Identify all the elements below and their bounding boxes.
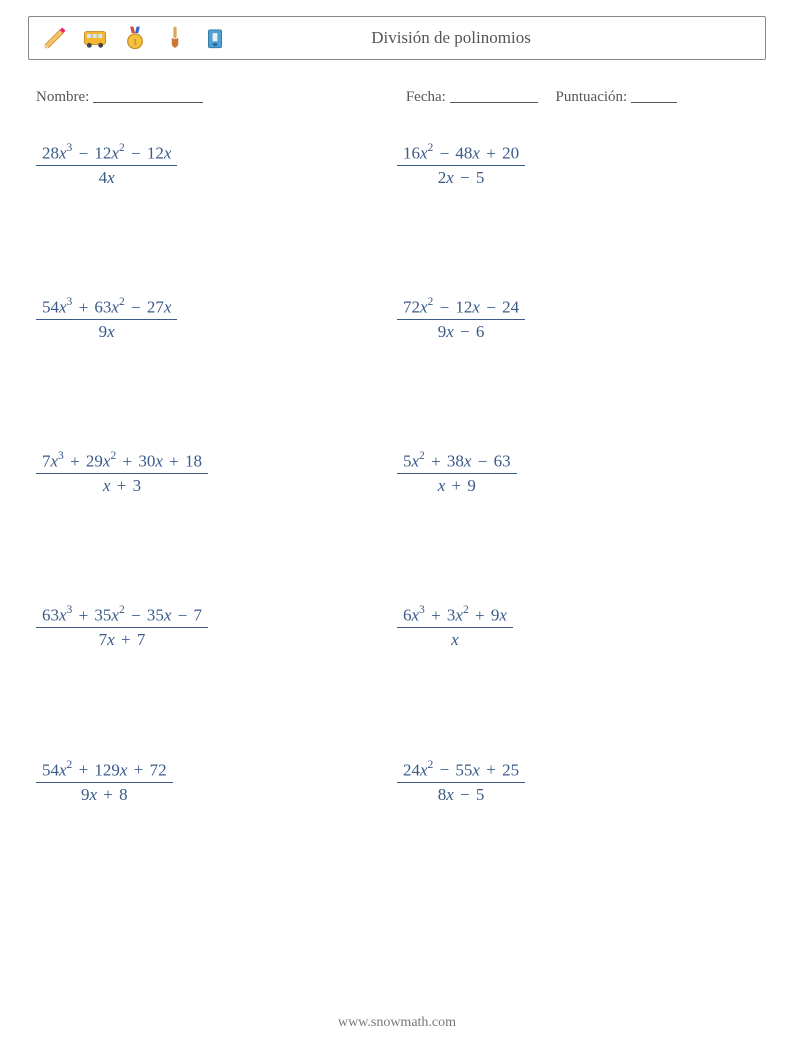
denominator: 7x + 7 bbox=[36, 627, 208, 650]
fraction: 28x3 − 12x2 − 12x4x bbox=[36, 142, 177, 188]
problem-row: 7x3 + 29x2 + 30x + 18x + 3 5x2 + 38x − 63… bbox=[36, 450, 758, 496]
numerator: 54x3 + 63x2 − 27x bbox=[36, 296, 177, 319]
denominator: x bbox=[397, 627, 513, 650]
problem-cell: 6x3 + 3x2 + 9xx bbox=[397, 604, 758, 650]
date-label: Fecha: bbox=[406, 89, 446, 105]
denominator: 9x + 8 bbox=[36, 782, 173, 805]
problem-cell: 28x3 − 12x2 − 12x4x bbox=[36, 142, 397, 188]
problem-cell: 5x2 + 38x − 63x + 9 bbox=[397, 450, 758, 496]
numerator: 16x2 − 48x + 20 bbox=[397, 142, 525, 165]
numerator: 6x3 + 3x2 + 9x bbox=[397, 604, 513, 627]
paintbrush-icon bbox=[161, 24, 189, 52]
fraction: 7x3 + 29x2 + 30x + 18x + 3 bbox=[36, 450, 208, 496]
footer-url: www.snowmath.com bbox=[0, 1015, 794, 1031]
problem-cell: 16x2 − 48x + 202x − 5 bbox=[397, 142, 758, 188]
name-label: Nombre: bbox=[36, 89, 89, 105]
numerator: 54x2 + 129x + 72 bbox=[36, 759, 173, 782]
fraction: 54x2 + 129x + 729x + 8 bbox=[36, 759, 173, 805]
score-label: Puntuación: bbox=[556, 89, 628, 105]
svg-text:1: 1 bbox=[133, 38, 137, 47]
problem-cell: 24x2 − 55x + 258x − 5 bbox=[397, 759, 758, 805]
denominator: 9x bbox=[36, 319, 177, 342]
denominator: 4x bbox=[36, 165, 177, 188]
date-blank[interactable] bbox=[450, 88, 538, 103]
problem-row: 54x3 + 63x2 − 27x9x 72x2 − 12x − 249x − 6 bbox=[36, 296, 758, 342]
worksheet-header: 1 División de polinomios bbox=[28, 16, 766, 60]
pencil-icon bbox=[41, 24, 69, 52]
denominator: 2x − 5 bbox=[397, 165, 525, 188]
problem-cell: 7x3 + 29x2 + 30x + 18x + 3 bbox=[36, 450, 397, 496]
fraction: 24x2 − 55x + 258x − 5 bbox=[397, 759, 525, 805]
worksheet-title: División de polinomios bbox=[229, 28, 753, 48]
bus-icon bbox=[81, 24, 109, 52]
problem-cell: 72x2 − 12x − 249x − 6 bbox=[397, 296, 758, 342]
header-icons: 1 bbox=[41, 24, 229, 52]
numerator: 63x3 + 35x2 − 35x − 7 bbox=[36, 604, 208, 627]
problem-row: 54x2 + 129x + 729x + 8 24x2 − 55x + 258x … bbox=[36, 759, 758, 805]
fraction: 6x3 + 3x2 + 9xx bbox=[397, 604, 513, 650]
denominator: 9x − 6 bbox=[397, 319, 525, 342]
fraction: 54x3 + 63x2 − 27x9x bbox=[36, 296, 177, 342]
meta-row: Nombre: Fecha: Puntuación: bbox=[28, 86, 766, 106]
score-blank[interactable] bbox=[631, 88, 677, 103]
problem-cell: 54x3 + 63x2 − 27x9x bbox=[36, 296, 397, 342]
problem-row: 63x3 + 35x2 − 35x − 77x + 7 6x3 + 3x2 + 9… bbox=[36, 604, 758, 650]
fraction: 16x2 − 48x + 202x − 5 bbox=[397, 142, 525, 188]
problem-cell: 63x3 + 35x2 − 35x − 77x + 7 bbox=[36, 604, 397, 650]
medal-icon: 1 bbox=[121, 24, 149, 52]
fraction: 63x3 + 35x2 − 35x − 77x + 7 bbox=[36, 604, 208, 650]
problem-cell: 54x2 + 129x + 729x + 8 bbox=[36, 759, 397, 805]
denominator: 8x − 5 bbox=[397, 782, 525, 805]
numerator: 28x3 − 12x2 − 12x bbox=[36, 142, 177, 165]
numerator: 5x2 + 38x − 63 bbox=[397, 450, 517, 473]
denominator: x + 3 bbox=[36, 473, 208, 496]
denominator: x + 9 bbox=[397, 473, 517, 496]
numerator: 7x3 + 29x2 + 30x + 18 bbox=[36, 450, 208, 473]
sharpener-icon bbox=[201, 24, 229, 52]
name-blank[interactable] bbox=[93, 88, 203, 103]
fraction: 5x2 + 38x − 63x + 9 bbox=[397, 450, 517, 496]
fraction: 72x2 − 12x − 249x − 6 bbox=[397, 296, 525, 342]
problem-row: 28x3 − 12x2 − 12x4x 16x2 − 48x + 202x − 5 bbox=[36, 142, 758, 188]
numerator: 72x2 − 12x − 24 bbox=[397, 296, 525, 319]
numerator: 24x2 − 55x + 25 bbox=[397, 759, 525, 782]
problems-grid: 28x3 − 12x2 − 12x4x 16x2 − 48x + 202x − 5… bbox=[28, 142, 766, 805]
